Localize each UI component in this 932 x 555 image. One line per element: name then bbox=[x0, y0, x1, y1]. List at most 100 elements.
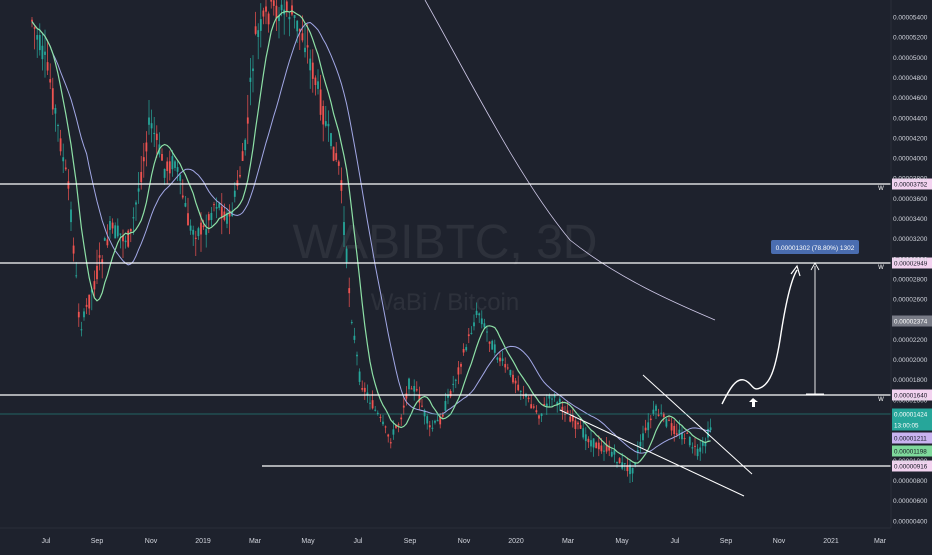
candle-body bbox=[584, 434, 587, 442]
candle-body bbox=[415, 389, 418, 391]
level-tag-text: 0.00000916 bbox=[894, 464, 928, 471]
candle-body bbox=[192, 229, 195, 235]
candle-body bbox=[376, 412, 379, 415]
candle-body bbox=[678, 429, 681, 435]
candle-body bbox=[395, 425, 397, 428]
candle-body bbox=[353, 335, 356, 340]
candle-body bbox=[540, 413, 543, 416]
candle-body bbox=[106, 239, 109, 246]
candle-body bbox=[623, 463, 626, 465]
candle-body bbox=[577, 422, 579, 425]
candle-body bbox=[33, 27, 36, 29]
candle-body bbox=[371, 400, 374, 409]
candle-body bbox=[574, 420, 577, 429]
price-tag-box bbox=[892, 408, 932, 420]
candle-body bbox=[374, 409, 377, 411]
candle-body bbox=[616, 462, 618, 464]
candle-body bbox=[566, 410, 569, 414]
candle-body bbox=[582, 428, 585, 438]
candle-body bbox=[189, 225, 192, 231]
candle-body bbox=[655, 405, 657, 411]
candle-body bbox=[44, 51, 46, 55]
price-axis-tick: 0.00003800 bbox=[893, 176, 928, 183]
candle-body bbox=[114, 225, 117, 239]
candle-body bbox=[413, 385, 416, 392]
candle-body bbox=[241, 151, 244, 161]
candle-body bbox=[205, 228, 208, 235]
candle-body bbox=[483, 323, 486, 328]
candle-body bbox=[657, 414, 660, 416]
candle-body bbox=[218, 203, 221, 208]
candle-body bbox=[688, 436, 691, 446]
candle-body bbox=[652, 409, 655, 414]
candle-body bbox=[51, 88, 54, 110]
candle-body bbox=[239, 175, 241, 177]
candle-body bbox=[210, 212, 213, 221]
candle-body bbox=[236, 180, 239, 186]
candle-body bbox=[517, 384, 520, 391]
candle-body bbox=[512, 374, 514, 383]
time-axis-tick: 2019 bbox=[195, 538, 211, 545]
candle-body bbox=[644, 427, 647, 431]
candle-body bbox=[197, 228, 200, 237]
projection-path bbox=[721, 269, 798, 405]
price-tag-box bbox=[892, 315, 932, 327]
level-tag-box bbox=[892, 460, 932, 472]
candle-body bbox=[392, 429, 395, 435]
candle-body bbox=[548, 394, 551, 399]
candle-body bbox=[387, 434, 390, 437]
candle-body bbox=[171, 156, 174, 170]
candle-body bbox=[41, 45, 44, 60]
level-marker: W bbox=[878, 397, 884, 403]
candle-body bbox=[530, 404, 533, 409]
candle-body bbox=[356, 354, 358, 357]
candle-body bbox=[626, 465, 629, 472]
candle-body bbox=[132, 217, 135, 219]
candle-body bbox=[272, 0, 275, 6]
candle-body bbox=[319, 89, 322, 115]
candle-body bbox=[460, 363, 462, 367]
ma-long-line bbox=[424, 0, 716, 321]
time-axis[interactable]: Jul Sep Nov 2019 Mar May Jul Sep Nov 2020 Mar May Ju… bbox=[42, 538, 887, 545]
candle-body bbox=[519, 390, 522, 392]
candle-body bbox=[109, 221, 111, 230]
candle-body bbox=[335, 153, 338, 160]
candle-body bbox=[278, 15, 280, 22]
candle-body bbox=[431, 427, 434, 429]
candle-body bbox=[686, 432, 689, 434]
candle-body bbox=[366, 392, 369, 396]
time-axis-tick: Jul bbox=[354, 538, 363, 545]
candle-body bbox=[343, 222, 345, 235]
candle-body bbox=[314, 77, 317, 85]
candle-body bbox=[150, 123, 153, 129]
candle-body bbox=[317, 81, 319, 89]
wedge-upper-line bbox=[642, 374, 753, 475]
price-axis-tick: 0.00004800 bbox=[893, 75, 928, 82]
levels-layer: W 0.00003752 W 0.00002949 W 0.00001640 0.00000… bbox=[0, 178, 932, 472]
candle-body bbox=[244, 139, 247, 151]
candle-body bbox=[639, 441, 642, 447]
candle-body bbox=[558, 398, 561, 403]
candle-body bbox=[181, 195, 184, 198]
candle-body bbox=[553, 395, 556, 398]
candle-body bbox=[259, 19, 262, 31]
candle-body bbox=[501, 358, 504, 362]
watermark-symbol: WABIBTC, 3D bbox=[293, 216, 598, 269]
price-axis-tick: 0.00000800 bbox=[893, 478, 928, 485]
candle-body bbox=[262, 10, 265, 17]
candle-body bbox=[704, 442, 707, 447]
candle-body bbox=[423, 410, 426, 417]
candle-body bbox=[493, 344, 496, 353]
price-axis-tick: 0.00003200 bbox=[893, 236, 928, 243]
candle-body bbox=[491, 340, 494, 350]
candle-body bbox=[311, 62, 314, 79]
candle-body bbox=[470, 332, 473, 334]
candle-body bbox=[288, 16, 291, 20]
time-axis-tick: 2021 bbox=[823, 538, 839, 545]
level-tag-box bbox=[892, 389, 932, 401]
candle-body bbox=[426, 416, 429, 424]
candle-body bbox=[304, 47, 306, 53]
level-marker: W bbox=[878, 265, 884, 271]
time-axis-tick: Sep bbox=[720, 538, 733, 545]
candle-body bbox=[603, 450, 605, 452]
